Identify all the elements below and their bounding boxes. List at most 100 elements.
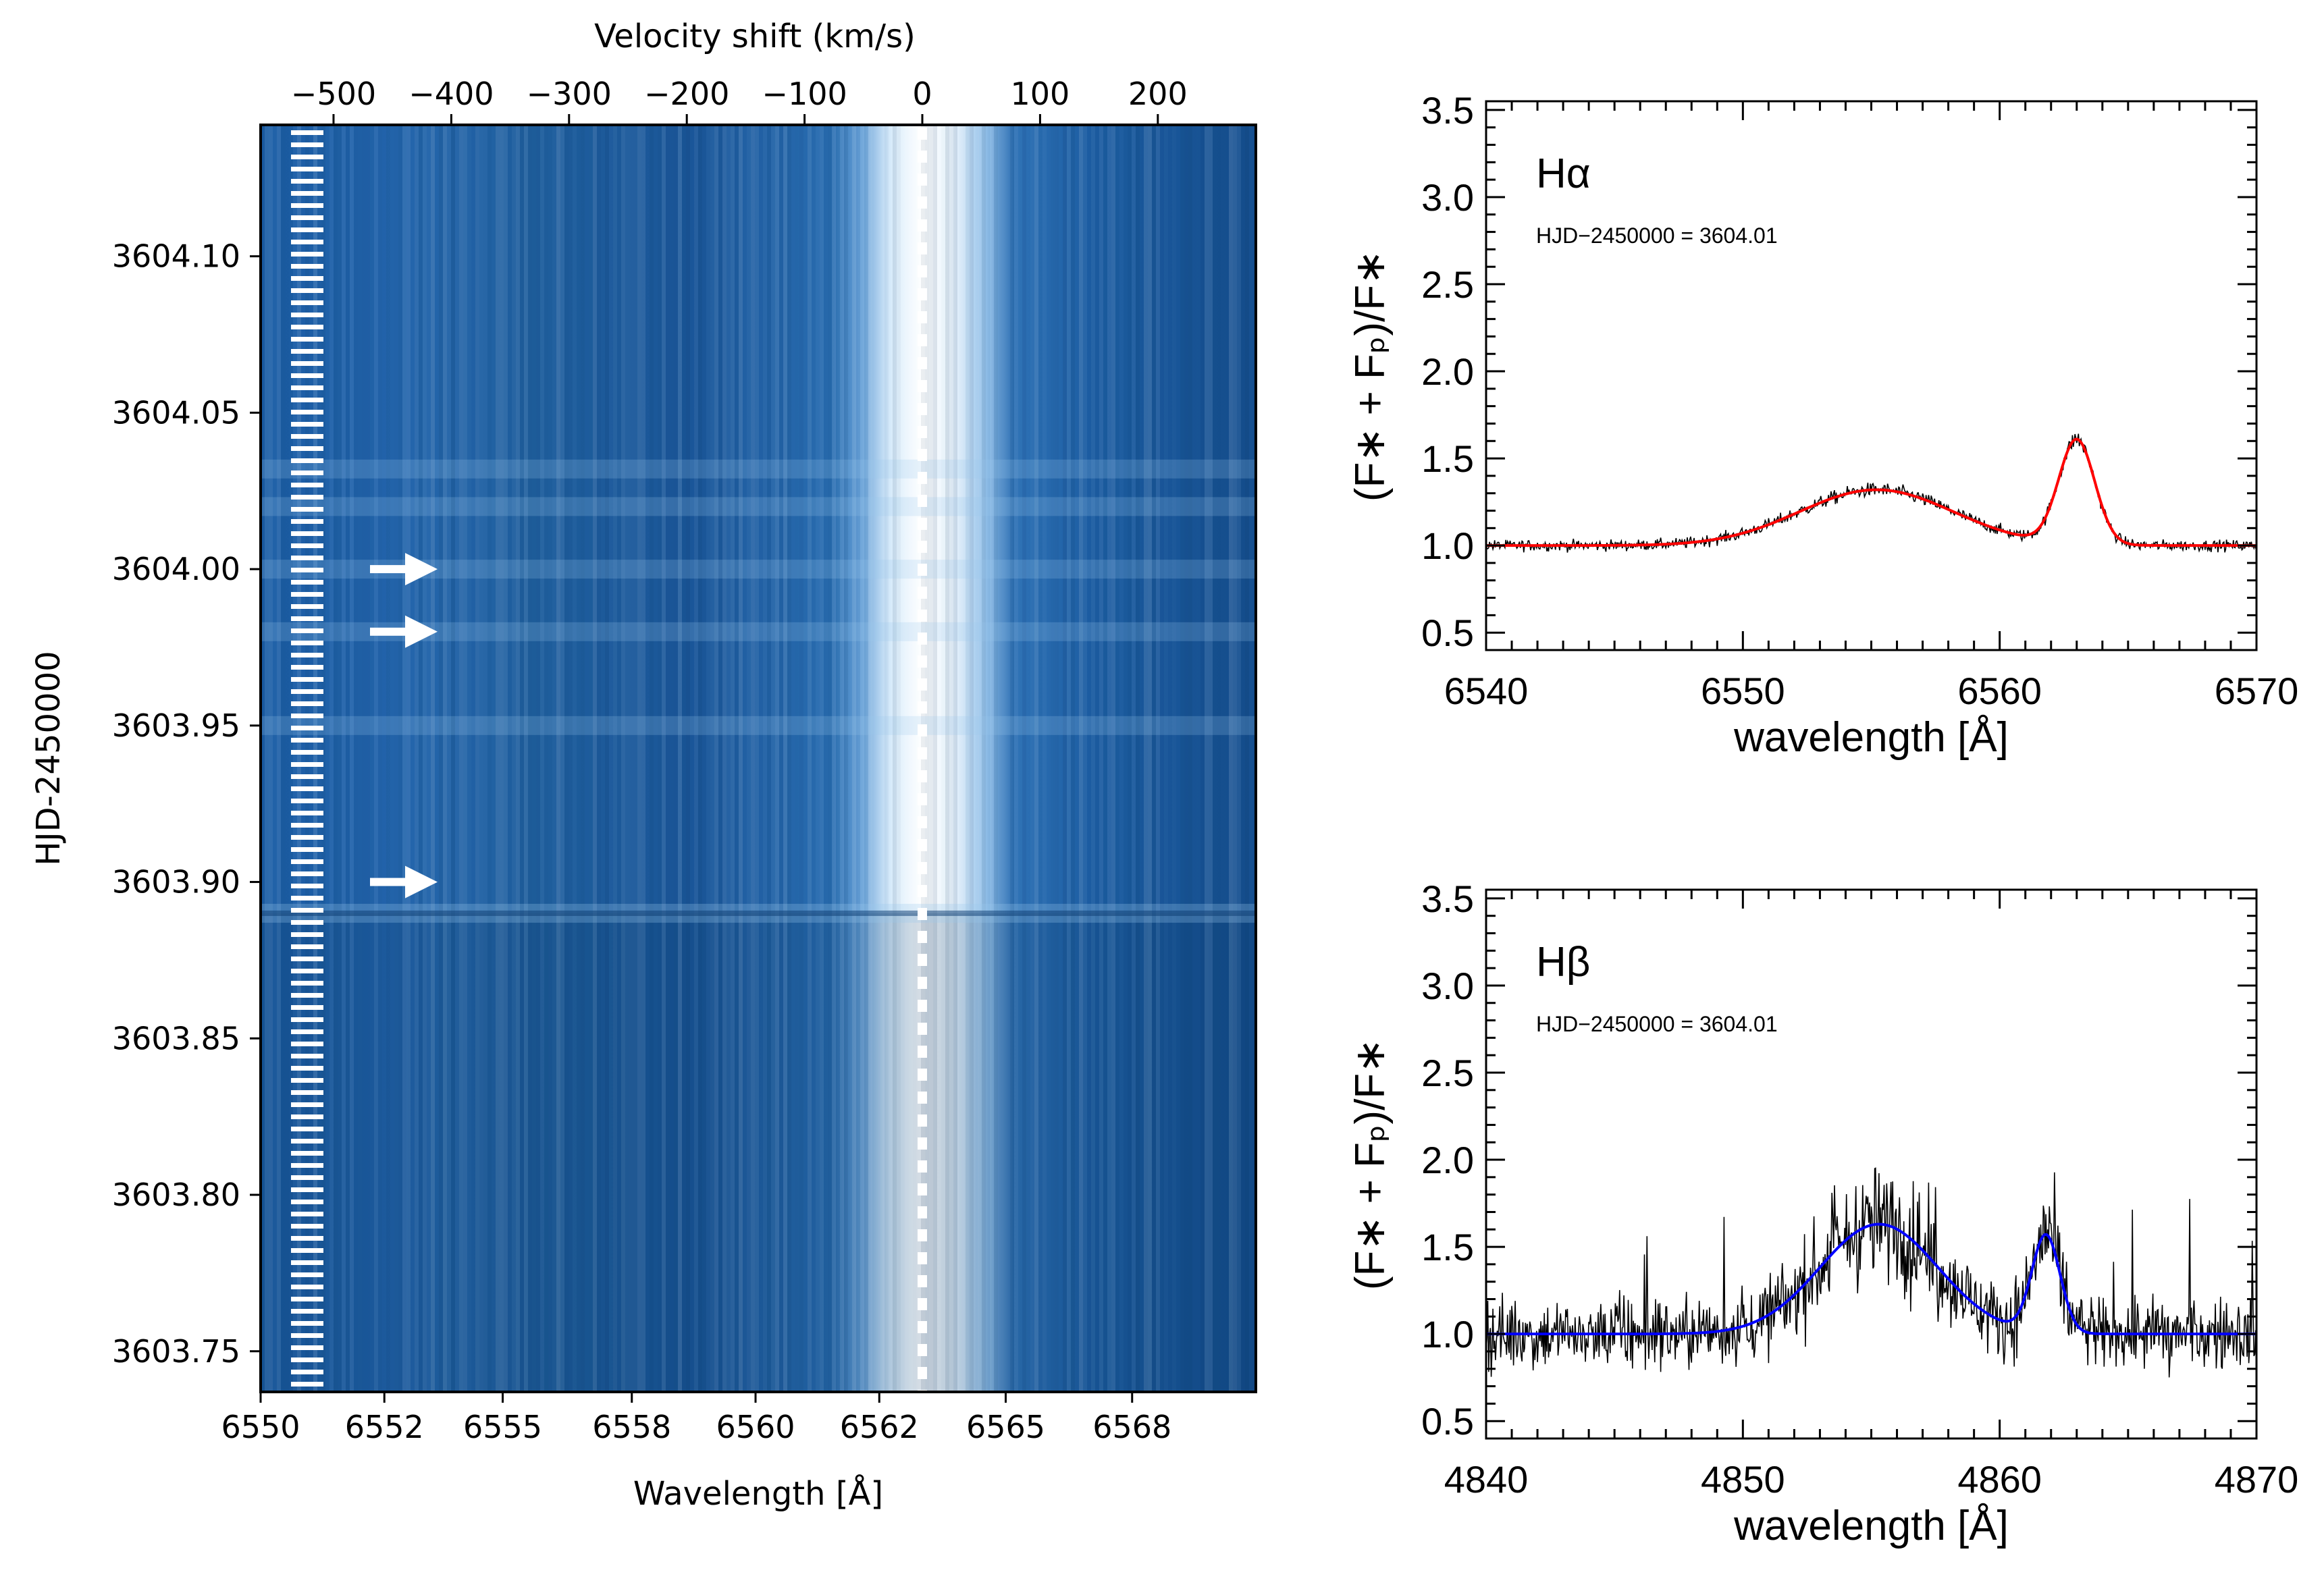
heatmap-texture-column bbox=[633, 125, 637, 1392]
heatmap-texture-column bbox=[573, 125, 577, 1392]
arrow-shaft bbox=[370, 565, 411, 574]
heatmap-texture-column bbox=[1152, 125, 1156, 1392]
velocity-zero-dot bbox=[918, 265, 928, 277]
dash-marker bbox=[291, 470, 323, 475]
velocity-zero-dot bbox=[918, 1023, 928, 1035]
arrow-marker bbox=[370, 865, 438, 898]
dash-marker bbox=[291, 1382, 323, 1387]
heatmap-texture-column bbox=[787, 125, 791, 1392]
dash-marker bbox=[291, 920, 323, 925]
top-tick-label: 0 bbox=[912, 76, 932, 112]
observed-spectrum bbox=[1486, 433, 2256, 553]
heatmap-texture-column bbox=[682, 125, 686, 1392]
heatmap-texture-column bbox=[411, 125, 415, 1392]
heatmap-texture-column bbox=[265, 125, 269, 1392]
dash-marker bbox=[291, 507, 323, 512]
velocity-zero-dot bbox=[918, 1183, 928, 1195]
heatmap-texture-column bbox=[346, 125, 350, 1392]
heatmap-texture-column bbox=[1128, 125, 1132, 1392]
heatmap-texture-column bbox=[585, 125, 589, 1392]
heatmap-texture-column bbox=[593, 125, 597, 1392]
heatmap-texture-column bbox=[1071, 125, 1075, 1392]
heatmap-texture-column bbox=[1055, 125, 1059, 1392]
heatmap-texture-column bbox=[500, 125, 504, 1392]
dash-marker bbox=[291, 1272, 323, 1277]
velocity-zero-dot bbox=[918, 839, 928, 851]
heatmap-texture-column bbox=[427, 125, 431, 1392]
dash-marker bbox=[291, 361, 323, 366]
plot-frame bbox=[1485, 100, 2258, 651]
heatmap-texture-column bbox=[508, 125, 512, 1392]
y-tick-label: 0.5 bbox=[1421, 612, 1474, 654]
velocity-zero-dot bbox=[918, 885, 928, 897]
heatmap-texture-column bbox=[1241, 125, 1245, 1392]
heatmap-texture-column bbox=[467, 125, 471, 1392]
top-tick-label: −500 bbox=[291, 76, 376, 112]
dash-marker bbox=[291, 981, 323, 986]
dash-marker bbox=[291, 288, 323, 293]
heatmap-texture-column bbox=[706, 125, 710, 1392]
velocity-zero-dot bbox=[918, 334, 928, 346]
y-tick-label: 2.5 bbox=[1421, 1052, 1474, 1094]
dash-marker bbox=[291, 130, 323, 135]
heatmap-texture-column bbox=[451, 125, 455, 1392]
heatmap-texture-column bbox=[1176, 125, 1180, 1392]
velocity-zero-dot bbox=[918, 1092, 928, 1104]
heatmap-texture-column bbox=[487, 125, 492, 1392]
heatmap-texture-column bbox=[1115, 125, 1119, 1392]
observed-spectrum bbox=[1486, 1167, 2256, 1378]
x-tick-label: 6560 bbox=[716, 1409, 795, 1445]
plot-area bbox=[1486, 433, 2256, 553]
heatmap-texture-column bbox=[629, 125, 633, 1392]
heatmap-texture-column bbox=[1172, 125, 1176, 1392]
dash-marker bbox=[291, 300, 323, 305]
heatmap-texture-column bbox=[852, 125, 856, 1392]
heatmap-background bbox=[261, 125, 1256, 1392]
dash-marker bbox=[291, 823, 323, 828]
heatmap-texture-column bbox=[678, 125, 682, 1392]
heatmap-texture-column bbox=[872, 125, 876, 1392]
dash-marker bbox=[291, 179, 323, 184]
heatmap-texture-column bbox=[755, 125, 759, 1392]
heatmap-texture-column bbox=[358, 125, 362, 1392]
heatmap-texture-column bbox=[496, 125, 500, 1392]
dash-marker bbox=[291, 1175, 323, 1180]
heatmap-texture-column bbox=[536, 125, 540, 1392]
top-tick-label: 200 bbox=[1128, 76, 1188, 112]
heatmap-texture-column bbox=[974, 125, 978, 1392]
heatmap-texture-column bbox=[674, 125, 678, 1392]
heatmap-texture-column bbox=[1030, 125, 1034, 1392]
heatmap-panel: 6550 6552 6555 6558 6560 6562 6565 6568 Waveleng… bbox=[30, 18, 1257, 1513]
heatmap-texture-column bbox=[1079, 125, 1083, 1392]
y-tick-label: 0.5 bbox=[1421, 1400, 1474, 1443]
dash-marker bbox=[291, 604, 323, 609]
model-fit bbox=[1486, 437, 2256, 547]
velocity-zero-dot bbox=[918, 151, 928, 163]
heatmap-texture-column bbox=[1213, 125, 1217, 1392]
dash-marker bbox=[291, 1029, 323, 1034]
velocity-zero-dot bbox=[918, 1344, 928, 1356]
heatmap-texture-column bbox=[342, 125, 346, 1392]
dash-marker bbox=[291, 531, 323, 536]
heatmap-texture-column bbox=[771, 125, 775, 1392]
heatmap-texture-column bbox=[1140, 125, 1144, 1392]
heatmap-texture-column bbox=[645, 125, 650, 1392]
heatmap-texture-column bbox=[982, 125, 986, 1392]
heatmap-texture-column bbox=[836, 125, 840, 1392]
dash-marker bbox=[291, 1102, 323, 1107]
heatmap-texture-column bbox=[897, 125, 901, 1392]
velocity-zero-dot bbox=[918, 1069, 928, 1081]
heatmap-texture-column bbox=[1042, 125, 1047, 1392]
heatmap-texture-column bbox=[577, 125, 581, 1392]
dash-marker bbox=[291, 434, 323, 439]
x-tick-label: 6550 bbox=[221, 1409, 300, 1445]
heatmap-texture-column bbox=[957, 125, 961, 1392]
velocity-zero-dot bbox=[918, 977, 928, 989]
velocity-zero-dot bbox=[918, 173, 928, 186]
heatmap-texture-column bbox=[431, 125, 435, 1392]
dash-marker bbox=[291, 568, 323, 572]
heatmap-texture-column bbox=[329, 125, 334, 1392]
heatmap-texture-column bbox=[1156, 125, 1160, 1392]
heatmap-texture-column bbox=[597, 125, 601, 1392]
